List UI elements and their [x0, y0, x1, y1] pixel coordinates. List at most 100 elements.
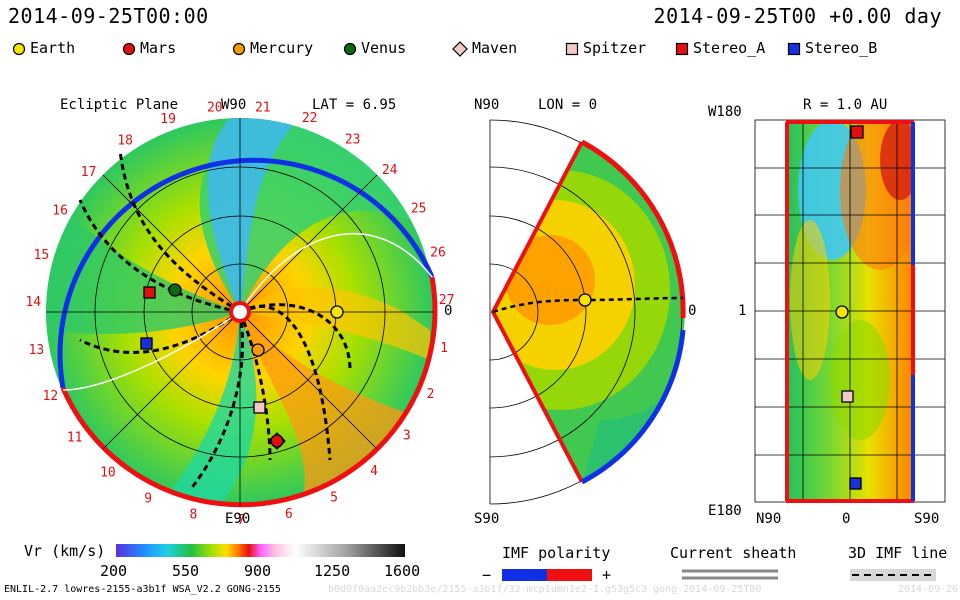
ecliptic-current-sheath [62, 233, 433, 391]
ecliptic-title: Ecliptic Plane [60, 97, 179, 113]
earth-marker-icon [330, 305, 344, 319]
ecliptic-rim-positive [60, 276, 438, 508]
stereo-b-marker-icon [140, 337, 153, 350]
sector-label: 7 [237, 513, 245, 528]
r-x-left-label: N90 [756, 511, 782, 527]
legend-mars-label: Mars [140, 39, 177, 57]
sector-label: 16 [52, 204, 68, 219]
sector-label: 20 [207, 101, 223, 116]
mercury-marker-icon [232, 42, 246, 55]
sector-label: 2 [427, 387, 435, 402]
sector-label: 17 [81, 165, 97, 180]
footer-date: 2014-09-26 [898, 584, 959, 595]
meridional-top-label: N90 [474, 97, 500, 113]
colorbar-tick-550: 550 [172, 562, 200, 580]
imf-plus-label: + [602, 566, 612, 584]
colorbar-tick-200: 200 [100, 562, 128, 580]
colorbar-tick-1250: 1250 [314, 562, 351, 580]
sector-label: 26 [430, 246, 446, 261]
colorbar-tick-900: 900 [244, 562, 272, 580]
earth-marker-icon [578, 293, 592, 307]
colorbar-label: Vr (km/s) [24, 542, 106, 560]
meridional-bottom-label: S90 [474, 511, 500, 527]
footer-run-info: ENLIL-2.7 lowres-2155-a3b1f WSA_V2.2 GON… [4, 584, 281, 595]
legend-spitzer-label: Spitzer [583, 39, 647, 57]
legend: Earth Mars Mercury Venus Maven Spitzer S… [10, 38, 950, 58]
sector-label: 22 [302, 111, 318, 126]
legend-maven-label: Maven [472, 39, 518, 57]
sector-label: 19 [160, 112, 176, 127]
r-grid [754, 119, 946, 503]
header-left-time: 2014-09-25T00:00 [8, 4, 209, 28]
stereo-b-marker-icon [787, 42, 801, 55]
imf-line-title: 3D IMF line [848, 544, 948, 562]
ecliptic-bottom-label: E90 [225, 511, 251, 527]
meridional-plane-panel [489, 119, 686, 505]
sun-icon [229, 301, 251, 323]
sector-label: 5 [330, 490, 338, 505]
sector-label: 14 [25, 295, 41, 310]
legend-maven: Maven [452, 38, 517, 58]
meridional-zero-label: 0 [688, 303, 697, 319]
sector-label: 8 [189, 508, 197, 523]
legend-earth: Earth [12, 38, 75, 58]
mars-marker-icon [270, 434, 284, 448]
earth-marker-icon [835, 305, 849, 319]
r-left-mid-label: 1 [738, 303, 747, 319]
earth-marker-icon [12, 42, 26, 55]
sector-label: 10 [100, 465, 116, 480]
r-left-top-label: W180 [708, 104, 742, 120]
imf-negative-swatch [502, 569, 547, 581]
legend-mercury: Mercury [232, 38, 313, 58]
ecliptic-lat-label: LAT = 6.95 [312, 97, 397, 113]
legend-stereo-b-label: Stereo_B [805, 39, 878, 57]
sector-label: 1 [440, 341, 448, 356]
spitzer-marker-icon [841, 390, 854, 403]
sector-label: 15 [34, 248, 50, 263]
sector-label: 13 [29, 343, 45, 358]
sector-labels: 20 21222324252627123456789101112131415161… [25, 100, 454, 528]
ecliptic-top-label: W90 [221, 97, 247, 113]
legend-stereo-a-label: Stereo_A [693, 39, 766, 57]
current-sheath-swatch [682, 569, 778, 580]
legend-stereo-b: Stereo_B [787, 38, 877, 58]
current-sheath-title: Current sheath [670, 544, 797, 562]
ecliptic-rim-negative [57, 157, 435, 389]
legend-mars: Mars [122, 38, 176, 58]
r-title: R = 1.0 AU [803, 97, 888, 113]
spitzer-marker-icon [253, 401, 266, 414]
mars-marker-icon [122, 42, 136, 55]
legend-venus-label: Venus [361, 39, 407, 57]
sector-label: 25 [411, 202, 427, 217]
ecliptic-plane-panel: 20 21222324252627123456789101112131415161… [25, 100, 454, 528]
legend-mercury-label: Mercury [250, 39, 314, 57]
stereo-a-marker-icon [850, 125, 864, 139]
spitzer-marker-icon [565, 42, 579, 55]
velocity-colorbar [116, 544, 405, 557]
r-x-mid-label: 0 [842, 511, 851, 527]
stereo-a-marker-icon [675, 42, 689, 55]
sector-label: 4 [370, 464, 378, 479]
venus-marker-icon [168, 283, 182, 297]
sector-label: 18 [117, 134, 133, 149]
sector-label: 9 [144, 492, 152, 507]
imf-positive-swatch [547, 569, 592, 581]
mercury-marker-icon [251, 343, 265, 357]
stereo-b-marker-icon [849, 477, 862, 490]
footer-run-path: b0d0f0aa2ec9b2bb3e/2155-a3b1f/32-mcp1umn… [328, 584, 762, 595]
sector-label: 12 [43, 389, 59, 404]
sector-label: 24 [382, 163, 398, 178]
imf-polarity-title: IMF polarity [502, 544, 611, 562]
sector-label: 3 [403, 429, 411, 444]
stereo-a-marker-icon [143, 286, 156, 299]
header-right-time: 2014-09-25T00 +0.00 day [653, 4, 942, 28]
sector-label: 6 [285, 507, 293, 522]
venus-marker-icon [343, 42, 357, 55]
colorbar-tick-1600: 1600 [384, 562, 421, 580]
r-left-bottom-label: E180 [708, 503, 742, 519]
ecliptic-imf-lines [78, 149, 352, 491]
sector-label: 21 [255, 100, 271, 115]
ecliptic-zero-label: 0 [444, 303, 453, 319]
legend-stereo-a: Stereo_A [675, 38, 765, 58]
